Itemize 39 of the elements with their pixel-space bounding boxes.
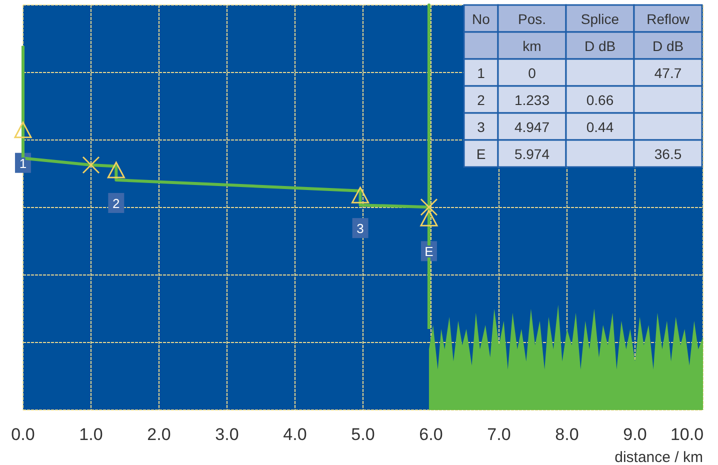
annotation: km	[522, 38, 542, 54]
annotation: 3	[477, 119, 486, 135]
x-tick-label: 8.0	[555, 425, 579, 444]
x-tick-label: 3.0	[215, 425, 239, 444]
annotation: 0.66	[586, 92, 614, 108]
annotation: 36.5	[654, 146, 682, 162]
annotation: Reflow	[646, 11, 690, 27]
annotation: 5.974	[514, 146, 550, 162]
point	[14, 122, 32, 138]
x-tick-label: 9.0	[623, 425, 647, 444]
annotation: No	[472, 11, 490, 27]
annotation: D dB	[584, 38, 616, 54]
annotation: E	[424, 244, 434, 260]
annotation: 1	[477, 65, 486, 81]
annotation: 0.44	[586, 119, 614, 135]
x-tick-label: 1.0	[79, 425, 103, 444]
annotation: 1.233	[514, 92, 550, 108]
annotation: 0	[528, 65, 536, 81]
x-tick-label: 10.0	[670, 425, 704, 444]
annotation: D dB	[652, 38, 684, 54]
x-tick-label: 5.0	[351, 425, 375, 444]
point	[352, 186, 370, 204]
point	[420, 210, 438, 226]
x-tick-label: 2.0	[147, 425, 171, 444]
annotation: E	[476, 146, 486, 162]
x-tick-label: 7.0	[487, 425, 511, 444]
annotation: 4.947	[514, 119, 550, 135]
point	[107, 162, 125, 178]
annotation: Splice	[580, 11, 620, 27]
x-tick-label: 0.0	[11, 425, 35, 444]
annotation: 1	[19, 156, 27, 171]
x-tick-label: 4.0	[283, 425, 307, 444]
x-tick-label: 6.0	[419, 425, 443, 444]
annotation: Pos.	[518, 11, 546, 27]
annotation: 3	[356, 221, 364, 236]
annotation: 47.7	[654, 65, 682, 81]
x-axis-title: distance / km	[614, 449, 703, 465]
annotation: 2	[112, 196, 120, 211]
annotation: 2	[477, 92, 486, 108]
